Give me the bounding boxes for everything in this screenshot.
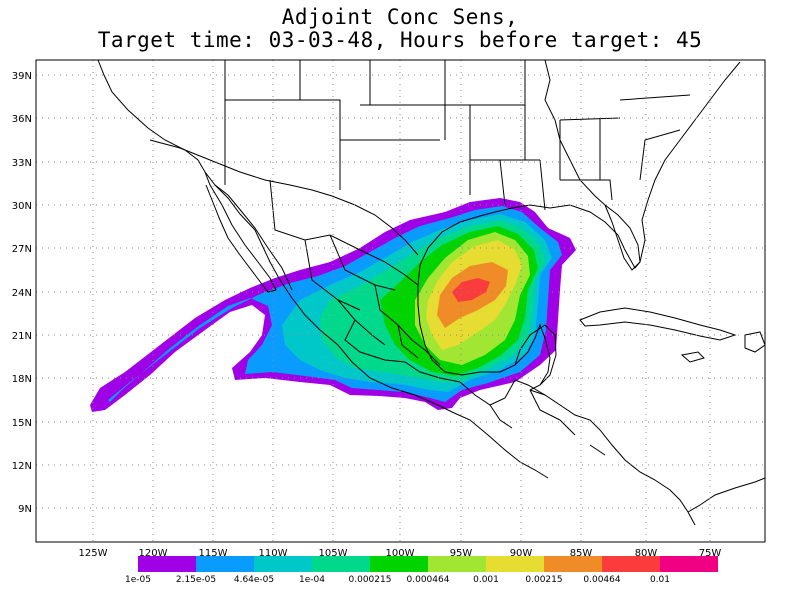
lat-tick-labels: 39N 36N 33N 30N 27N 24N 21N 18N 15N 12N … — [12, 71, 32, 515]
coastlines-and-boundaries — [97, 59, 766, 526]
lon-tick-label: 85W — [570, 548, 593, 559]
colorbar-swatches — [138, 556, 718, 572]
lat-tick-label: 21N — [12, 331, 32, 342]
jamaica — [680, 351, 705, 363]
colorbar-swatch — [544, 556, 602, 572]
lon-tick-label: 125W — [79, 548, 108, 559]
colorbar-label: 0.000215 — [349, 575, 392, 585]
colorbar-swatch — [138, 556, 196, 572]
map-title-line1: Adjoint Conc Sens, — [281, 5, 519, 29]
florida — [604, 61, 741, 271]
lat-tick-label: 39N — [12, 71, 32, 82]
colorbar-label: 0.00464 — [583, 575, 620, 585]
colorbar-swatch — [254, 556, 312, 572]
central-america-borders — [489, 389, 606, 456]
map-panel: 39N 36N 33N 30N 27N 24N 21N 18N 15N 12N … — [12, 59, 766, 559]
baja-california — [204, 171, 277, 293]
lon-tick-label: 95W — [450, 548, 473, 559]
colorbar-label: 1e-04 — [299, 575, 325, 585]
lat-tick-label: 36N — [12, 114, 32, 125]
map-frame — [35, 59, 766, 543]
colorbar-swatch — [602, 556, 660, 572]
lon-tick-label: 110W — [259, 548, 288, 559]
gulf-of-california-coast — [214, 184, 293, 291]
colorbar-swatch — [428, 556, 486, 572]
colorbar-swatch — [486, 556, 544, 572]
central-america — [529, 389, 696, 526]
lat-tick-label: 30N — [12, 201, 32, 212]
colorbar-swatch — [196, 556, 254, 572]
cuba — [579, 307, 737, 341]
us-state-lines — [224, 60, 691, 211]
lat-tick-label: 15N — [12, 418, 32, 429]
colorbar-label: 2.15e-05 — [176, 575, 216, 585]
south-america-coast — [687, 477, 766, 513]
lat-tick-label: 9N — [18, 504, 32, 515]
sensitivity-contours — [90, 198, 576, 412]
lon-tick-label: 80W — [635, 548, 658, 559]
lat-tick-label: 12N — [12, 461, 32, 472]
lat-tick-label: 33N — [12, 158, 32, 169]
colorbar-label: 0.000464 — [407, 575, 450, 585]
lat-tick-label: 24N — [12, 288, 32, 299]
lon-tick-label: 115W — [199, 548, 228, 559]
lon-tick-label: 90W — [510, 548, 533, 559]
colorbar-swatch — [312, 556, 370, 572]
colorbar-label: 0.001 — [473, 575, 499, 585]
lon-tick-label: 75W — [699, 548, 722, 559]
lon-tick-labels: 125W 120W 115W 110W 105W 100W 95W 90W 85… — [79, 548, 722, 559]
colorbar-swatch — [370, 556, 428, 572]
colorbar-labels: 1e-05 2.15e-05 4.64e-05 1e-04 0.000215 0… — [125, 575, 670, 585]
lon-tick-label: 100W — [386, 548, 415, 559]
colorbar: 1e-05 2.15e-05 4.64e-05 1e-04 0.000215 0… — [125, 556, 718, 585]
contour-level-9 — [452, 278, 490, 302]
colorbar-label: 4.64e-05 — [234, 575, 274, 585]
lat-lon-grid — [36, 60, 765, 542]
lon-tick-label: 120W — [139, 548, 168, 559]
us-mexico-border — [149, 139, 419, 256]
colorbar-swatch — [660, 556, 718, 572]
lat-tick-label: 27N — [12, 244, 32, 255]
gulf-coastline — [417, 59, 641, 386]
lon-tick-label: 105W — [319, 548, 348, 559]
lat-tick-label: 18N — [12, 374, 32, 385]
colorbar-label: 0.00215 — [525, 575, 562, 585]
pacific-coastline — [97, 59, 549, 479]
map-title-line2: Target time: 03-03-48, Hours before targ… — [97, 28, 703, 52]
yucatan-peninsula — [514, 324, 557, 391]
colorbar-label: 1e-05 — [125, 575, 151, 585]
colorbar-label: 0.01 — [650, 575, 670, 585]
hispaniola — [744, 331, 766, 353]
